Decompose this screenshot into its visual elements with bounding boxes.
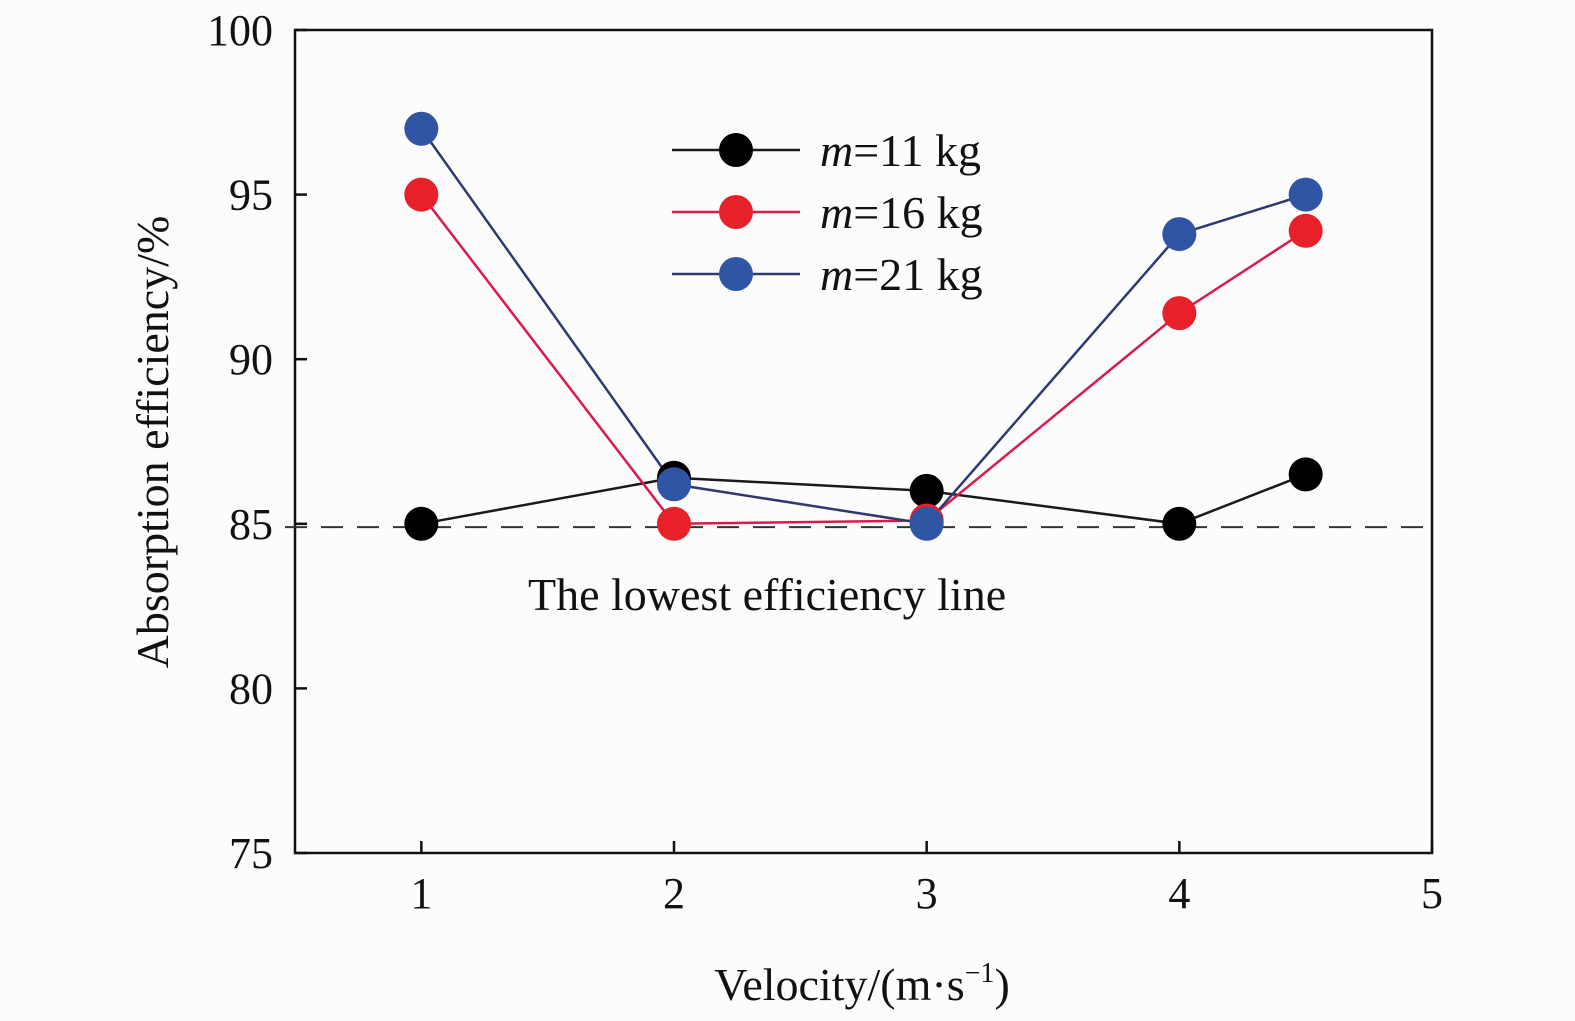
data-point (1162, 506, 1197, 541)
data-point (404, 506, 439, 541)
legend-entry: m=21 kg (672, 249, 983, 300)
data-point (657, 506, 691, 541)
x-tick-label: 2 (663, 869, 685, 918)
legend-label: m=11 kg (820, 125, 981, 176)
x-axis-title-close: ) (994, 959, 1009, 1010)
axis-ticks: 1 2 3 4 5 75 80 85 90 95 100 (207, 6, 1443, 918)
legend-entry: m=16 kg (672, 187, 983, 238)
plot-frame (293, 28, 1434, 855)
x-axis-title-sup: −1 (965, 958, 995, 989)
legend-marker (719, 133, 753, 167)
data-point (404, 111, 439, 146)
x-tick-label: 1 (410, 869, 432, 918)
data-point (404, 177, 439, 212)
y-tick-label: 95 (229, 171, 273, 220)
data-point (1288, 213, 1323, 248)
x-axis-title: Velocity/(m·s−1) (714, 958, 1010, 1010)
x-axis-title-main: Velocity/(m·s (714, 959, 964, 1010)
reference-line-label: The lowest efficiency line (528, 569, 1006, 620)
y-tick-label: 90 (229, 335, 273, 384)
legend-marker (719, 195, 753, 229)
data-point (909, 506, 944, 541)
legend: m=11 kg m=16 kg m=21 kg (672, 125, 983, 300)
legend-label: m=16 kg (820, 187, 983, 238)
y-tick-label: 80 (229, 664, 273, 713)
y-tick-label: 85 (229, 500, 273, 549)
y-tick-label: 100 (207, 6, 273, 55)
legend-label: m=21 kg (820, 249, 983, 300)
y-axis-title: Absorption efficiency/% (127, 216, 178, 669)
data-point (909, 473, 944, 508)
data-point (1162, 217, 1197, 252)
x-tick-label: 4 (1168, 869, 1190, 918)
y-tick-label: 75 (229, 829, 273, 878)
series-markers (404, 111, 1323, 541)
data-point (1288, 177, 1323, 212)
x-tick-label: 5 (1421, 869, 1443, 918)
data-point (657, 467, 691, 502)
legend-entry: m=11 kg (672, 125, 981, 176)
data-point (1162, 296, 1197, 331)
legend-marker (719, 257, 753, 291)
x-tick-label: 3 (916, 869, 938, 918)
data-point (1288, 457, 1323, 492)
